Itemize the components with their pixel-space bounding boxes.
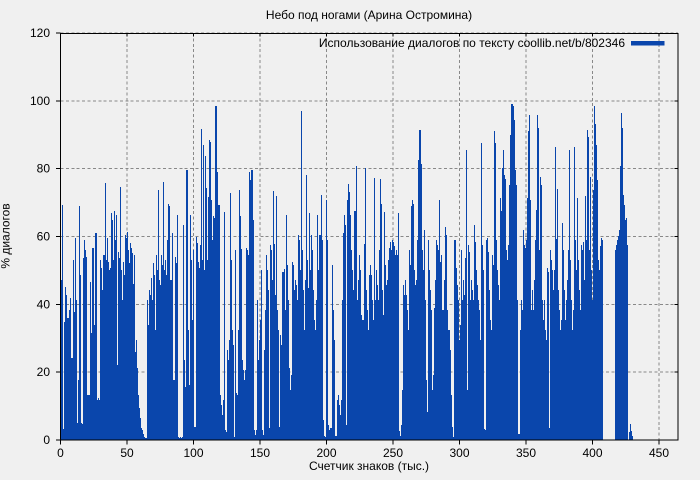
svg-text:120: 120 bbox=[30, 26, 50, 40]
svg-text:200: 200 bbox=[316, 446, 336, 460]
svg-text:450: 450 bbox=[649, 446, 669, 460]
svg-text:% диалогов: % диалогов bbox=[0, 203, 13, 268]
svg-text:0: 0 bbox=[43, 433, 50, 447]
svg-text:50: 50 bbox=[120, 446, 134, 460]
svg-text:20: 20 bbox=[37, 365, 51, 379]
svg-text:Небо под ногами (Арина Остроми: Небо под ногами (Арина Остромина) bbox=[266, 8, 472, 22]
svg-text:Использование диалогов по текс: Использование диалогов по тексту coollib… bbox=[319, 36, 625, 50]
svg-text:300: 300 bbox=[449, 446, 469, 460]
svg-text:40: 40 bbox=[37, 297, 51, 311]
svg-text:350: 350 bbox=[516, 446, 536, 460]
svg-text:Счетчик знаков (тыс.): Счетчик знаков (тыс.) bbox=[309, 459, 429, 473]
svg-text:80: 80 bbox=[37, 162, 51, 176]
svg-text:100: 100 bbox=[183, 446, 203, 460]
svg-text:150: 150 bbox=[250, 446, 270, 460]
svg-text:400: 400 bbox=[582, 446, 602, 460]
svg-text:60: 60 bbox=[37, 230, 51, 244]
svg-text:250: 250 bbox=[383, 446, 403, 460]
svg-text:100: 100 bbox=[30, 94, 50, 108]
svg-text:0: 0 bbox=[57, 446, 64, 460]
